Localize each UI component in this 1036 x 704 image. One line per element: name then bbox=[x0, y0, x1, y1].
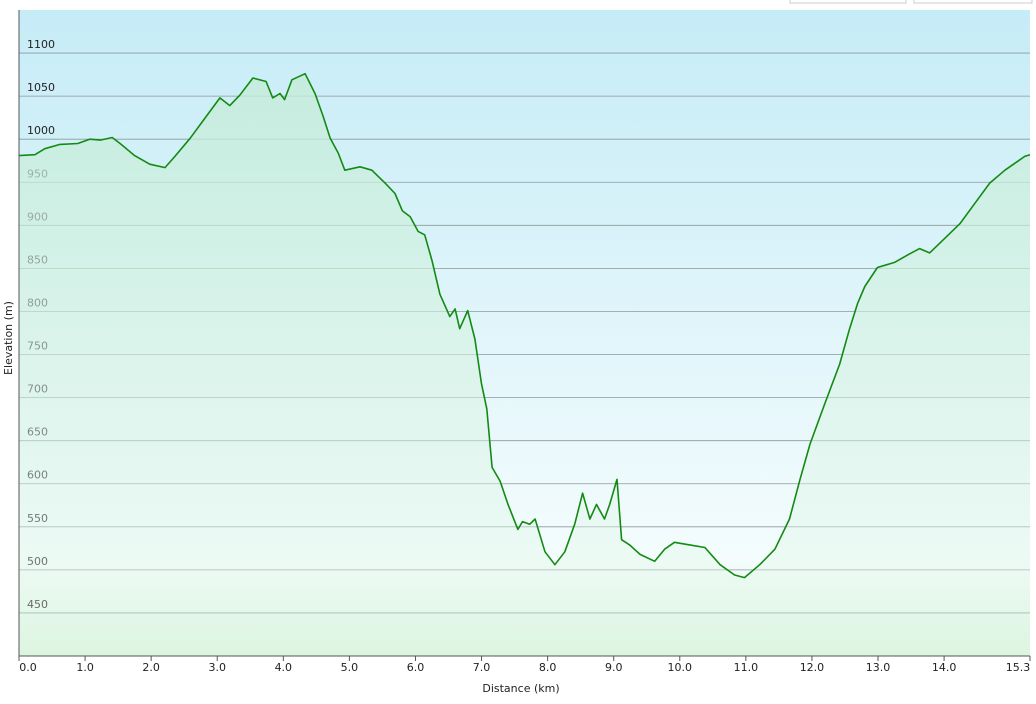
y-tick-label: 1100 bbox=[27, 38, 55, 51]
x-tick-label: 13.0 bbox=[866, 661, 891, 674]
y-tick-label: 1050 bbox=[27, 81, 55, 94]
x-tick-label: 3.0 bbox=[208, 661, 226, 674]
x-tick-label: 11.0 bbox=[734, 661, 759, 674]
elevation-area bbox=[19, 73, 1030, 656]
x-tick-label: 15.3 bbox=[1006, 661, 1031, 674]
x-tick-label: 8.0 bbox=[539, 661, 557, 674]
x-axis-title: Distance (km) bbox=[482, 682, 559, 695]
x-tick-label: 5.0 bbox=[341, 661, 359, 674]
x-tick-label: 6.0 bbox=[407, 661, 425, 674]
x-tick-label: 7.0 bbox=[473, 661, 491, 674]
x-tick-label: 1.0 bbox=[76, 661, 94, 674]
toolbar-box bbox=[913, 0, 1033, 4]
elevation-line bbox=[18, 72, 1031, 579]
y-axis-title: Elevation (m) bbox=[2, 301, 15, 375]
x-tick-label: 10.0 bbox=[668, 661, 693, 674]
y-tick-label: 1000 bbox=[27, 124, 55, 137]
x-tick-label: 9.0 bbox=[605, 661, 623, 674]
x-tick-label: 4.0 bbox=[275, 661, 293, 674]
x-tick-label: 2.0 bbox=[142, 661, 160, 674]
x-tick-label: 0.0 bbox=[19, 661, 37, 674]
x-tick-label: 14.0 bbox=[932, 661, 957, 674]
toolbar-box bbox=[789, 0, 907, 4]
x-tick-label: 12.0 bbox=[800, 661, 825, 674]
